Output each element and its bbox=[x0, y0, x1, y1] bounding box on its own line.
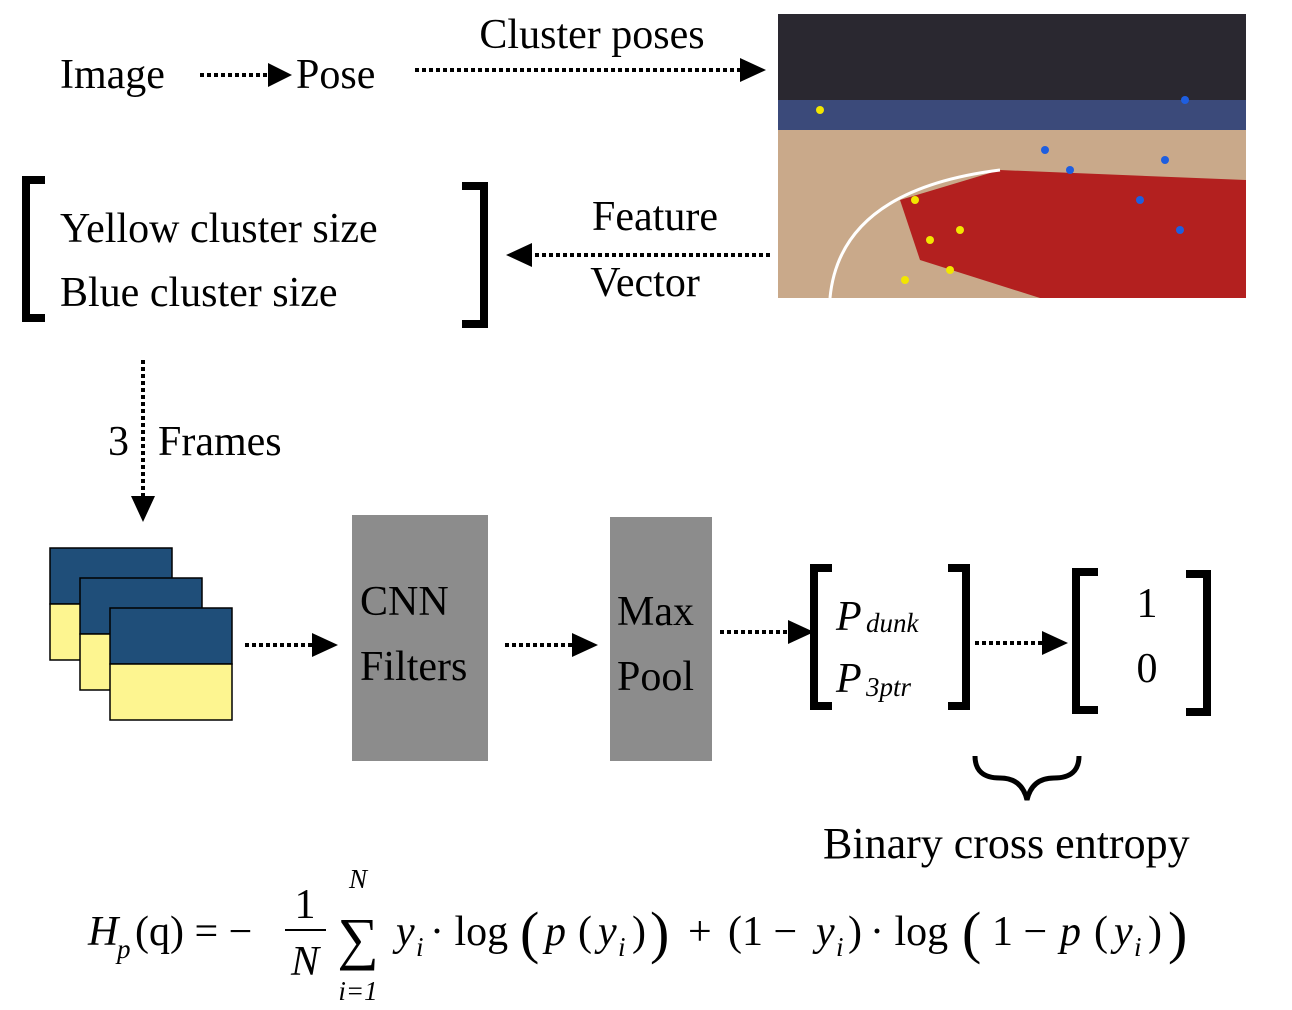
output-sub: 3ptr bbox=[865, 672, 912, 702]
arrow-head bbox=[572, 633, 598, 657]
formula-token: · log bbox=[430, 909, 508, 955]
formula-token: ( bbox=[578, 909, 592, 955]
formula-token: i bbox=[416, 932, 424, 962]
pool-box bbox=[610, 517, 712, 761]
formula-token: p bbox=[115, 934, 131, 964]
edge-label: Vector bbox=[590, 260, 700, 306]
formula-token: ) bbox=[848, 909, 862, 955]
formula-token: i bbox=[836, 932, 844, 962]
formula-token: ∑ bbox=[337, 906, 378, 971]
formula-token: ) bbox=[1148, 909, 1162, 955]
bracket bbox=[1072, 568, 1098, 714]
formula-token: (1 − bbox=[728, 909, 797, 955]
vector-entry: Blue cluster size bbox=[60, 270, 338, 316]
formula-token: i=1 bbox=[338, 976, 377, 1006]
formula-token: i bbox=[1134, 932, 1142, 962]
formula-token: N bbox=[348, 864, 369, 894]
formula-token: ) bbox=[632, 909, 646, 955]
arrow-head bbox=[740, 58, 766, 82]
formula-token: 1 − bbox=[992, 909, 1047, 955]
node-label: Image bbox=[60, 52, 165, 98]
edge-label: 3 bbox=[108, 419, 129, 465]
output-symbol: P bbox=[835, 656, 862, 702]
formula-token: i bbox=[618, 932, 626, 962]
formula-token: y bbox=[594, 909, 617, 955]
formula-token: y bbox=[1110, 909, 1133, 955]
formula-token: (q) = − bbox=[135, 909, 252, 955]
formula-token: 1 bbox=[295, 882, 316, 928]
cnn-box bbox=[352, 515, 488, 761]
arrow-head bbox=[131, 496, 155, 522]
vector-entry: Yellow cluster size bbox=[60, 206, 378, 252]
formula-token: p bbox=[1057, 909, 1081, 955]
frame-stack bbox=[49, 547, 233, 721]
formula-token: p bbox=[542, 909, 566, 955]
arrow-head bbox=[268, 63, 292, 87]
layer-label: Filters bbox=[360, 644, 467, 690]
output-sub: dunk bbox=[866, 608, 920, 638]
formula-token: ) bbox=[1168, 900, 1187, 965]
court-photo bbox=[778, 14, 1246, 299]
node-label: Pose bbox=[296, 52, 375, 98]
bracket bbox=[22, 176, 45, 322]
brace bbox=[972, 755, 1082, 801]
edge-label: Cluster poses bbox=[479, 12, 704, 58]
layer-label: CNN bbox=[360, 579, 449, 625]
formula-token: ( bbox=[520, 900, 539, 965]
layer-label: Pool bbox=[617, 654, 694, 700]
edge-label: Frames bbox=[158, 419, 282, 465]
formula-token: · log bbox=[870, 909, 948, 955]
target-value: 1 bbox=[1137, 581, 1158, 627]
loss-label: Binary cross entropy bbox=[823, 819, 1190, 868]
formula-token: + bbox=[688, 909, 712, 955]
edge-label: Feature bbox=[592, 194, 718, 240]
layer-label: Max bbox=[617, 589, 694, 635]
output-symbol: P bbox=[835, 594, 862, 640]
bracket bbox=[462, 182, 488, 328]
bracket bbox=[1186, 570, 1211, 716]
formula-token: y bbox=[812, 909, 835, 955]
target-value: 0 bbox=[1137, 646, 1158, 692]
bracket bbox=[948, 564, 970, 710]
formula-token: N bbox=[290, 939, 321, 985]
arrow-head bbox=[312, 633, 338, 657]
formula-token: H bbox=[87, 909, 121, 955]
formula-token: ( bbox=[962, 900, 981, 965]
arrow-head bbox=[788, 620, 814, 644]
arrow-head bbox=[1042, 631, 1068, 655]
formula-token: y bbox=[392, 909, 415, 955]
bracket bbox=[810, 564, 832, 710]
formula-token: ( bbox=[1094, 909, 1108, 955]
arrow-head bbox=[506, 243, 532, 267]
formula: H p (q) = − 1 N ∑ N i=1 y i · log ( p ( … bbox=[87, 864, 1187, 1006]
formula-token: ) bbox=[650, 900, 669, 965]
